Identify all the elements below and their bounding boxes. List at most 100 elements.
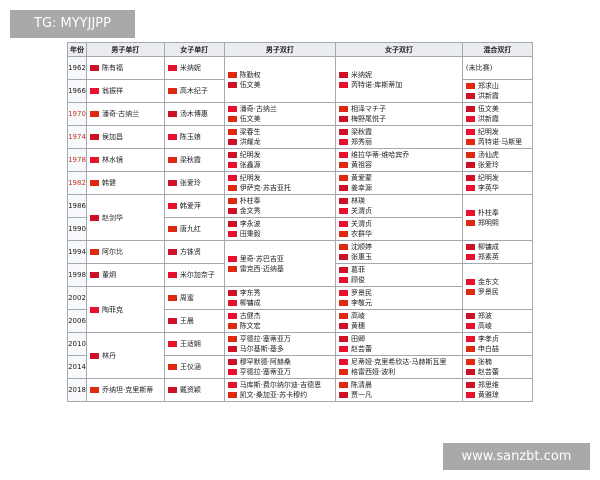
flag-icon: [227, 290, 237, 296]
table-row: 1966 翁振祥 高木纪子 郑求山 洪新霞: [67, 79, 534, 103]
table-row: 1978 林水镜 梁秋霞 纪明发 张鑫源 维拉华蒂·维哈宾乔 黄祖容 汤仙虎 张爱玲: [67, 148, 534, 172]
flag-icon: [227, 231, 237, 237]
player-line: 姜幸源: [339, 183, 459, 193]
player-name: 贾一凡: [351, 391, 373, 399]
flag-icon: [339, 162, 349, 168]
player-name: 侯加昌: [102, 133, 123, 141]
player-name: 陈玉娘: [179, 133, 201, 141]
name-cell: 潘奇·古纳兰: [86, 102, 165, 126]
player-name: 黄祖容: [351, 161, 373, 169]
flag-icon: [339, 129, 349, 135]
player-line: 纪明发: [227, 150, 332, 160]
name-cell: 王晨: [163, 309, 225, 333]
player-line: 田卿: [339, 334, 459, 344]
flag-icon: [339, 81, 349, 88]
player-line: 张楠: [465, 357, 529, 367]
flag-icon: [465, 336, 475, 342]
player-line: 翁振祥: [90, 86, 161, 96]
flag-icon: [90, 111, 99, 117]
name-cell: 陶菲克: [86, 286, 165, 333]
player-name: 农群华: [351, 230, 373, 238]
year-cell: 2006: [67, 309, 87, 333]
flag-icon: [167, 295, 177, 301]
player-name: 关渭贞: [351, 220, 373, 228]
player-name: 芮特诺·马斯里: [477, 138, 523, 146]
flag-icon: [465, 323, 475, 329]
player-line: 王仪涵: [167, 362, 221, 372]
name-cell: 田卿 赵芸蕾: [335, 332, 463, 356]
player-line: 里奇·苏巴吉亚: [227, 254, 332, 264]
player-name: 李敬元: [351, 299, 373, 307]
player-name: 韩爱萍: [179, 202, 201, 210]
player-line: 亨德拉·塞蒂亚万: [227, 334, 332, 344]
header-row: 年份 男子单打 女子单打 男子双打 女子双打 混合双打: [67, 42, 534, 57]
player-name: 纪明发: [477, 128, 499, 136]
player-name: 王仪涵: [179, 363, 201, 371]
player-name: 纪明发: [239, 174, 261, 182]
player-name: 汤木博惠: [179, 110, 208, 118]
name-cell: 林水镜: [86, 148, 165, 172]
name-cell: 方铢贤: [163, 240, 225, 264]
player-line: 洪耀龙: [227, 137, 332, 147]
flag-icon: [167, 318, 177, 324]
player-name: 梁秋霞: [351, 128, 373, 136]
flag-icon: [465, 346, 475, 352]
flag-icon: [227, 382, 237, 388]
name-cell: 陈勤权 伍文美: [223, 56, 337, 103]
player-name: 金东文: [477, 277, 499, 286]
year-cell: 1990: [67, 217, 87, 241]
player-line: 李永波: [227, 219, 332, 229]
player-line: 梁秋霞: [167, 155, 221, 165]
player-line: 穆罕默德·阿赫桑: [227, 357, 332, 367]
flag-icon: [465, 244, 475, 250]
player-name: 洪耀龙: [239, 138, 261, 146]
name-cell: 米纳妮 芮特诺·库斯蒂加: [335, 56, 463, 103]
name-cell: 林瑛 关渭贞: [335, 194, 463, 218]
flag-icon: [227, 346, 237, 352]
flag-icon: [339, 231, 349, 237]
table-row: 2018 乔纳坦·克里斯蒂 戴资颖 马库斯·费尔纳尔迪·吉德恩 凯文·桑加亚·苏卡穆约陈…: [67, 378, 534, 402]
player-name: 米纳妮: [351, 70, 373, 79]
player-name: 姜幸源: [351, 184, 373, 192]
flag-icon: [465, 162, 475, 168]
flag-icon: [339, 392, 349, 398]
player-line: 梅野尾悦子: [339, 114, 459, 124]
player-line: 林丹: [90, 351, 161, 361]
player-line: 凯文·桑加亚·苏卡穆约: [227, 390, 332, 400]
player-name: 田秉毅: [239, 230, 261, 238]
player-line: 陶菲克: [90, 305, 161, 315]
flag-icon: [339, 336, 349, 342]
player-name: 张鑫源: [239, 161, 261, 169]
name-cell: 周蜜: [163, 286, 225, 310]
player-name: 伍文美: [477, 105, 499, 113]
player-name: 雷克西·迈纳基: [239, 264, 284, 273]
player-line: 黄雅琼: [465, 390, 529, 400]
player-name: 柳镛成: [477, 243, 499, 251]
player-name: 纪明发: [239, 151, 261, 159]
player-line: 韩健: [90, 178, 161, 188]
player-name: 高崚: [477, 322, 492, 330]
flag-icon: [227, 175, 237, 181]
flag-icon: [465, 83, 475, 89]
year-cell: 2002: [67, 286, 87, 310]
player-line: 李敬元: [339, 298, 459, 308]
flag-icon: [227, 71, 237, 78]
flag-icon: [465, 152, 475, 158]
flag-icon: [339, 346, 349, 352]
player-name: 黄穗: [351, 322, 366, 330]
flag-icon: [465, 139, 475, 145]
player-line: 李孝贞: [465, 334, 529, 344]
player-line: 古健杰: [227, 311, 332, 321]
name-cell: 沈顺婷 张惠玉: [335, 240, 463, 264]
table-row: 2006 王晨 古健杰 陈文宏 高崚 黄穗 郑波 高崚: [67, 309, 534, 333]
player-line: 尼蒂娅·克里希欣达·马赫斯瓦里: [339, 357, 459, 367]
player-name: 赵剑华: [102, 213, 123, 222]
flag-icon: [339, 152, 349, 158]
player-name: 陈文宏: [239, 322, 261, 330]
player-name: 黄爱蒙: [351, 174, 373, 182]
table-row: 1982 韩健 张爱玲 纪明发 伊萨克·苏吉亚托 黄爱蒙 姜幸源 纪明发 李英华: [67, 171, 534, 195]
flag-icon: [339, 208, 349, 214]
flag-icon: [227, 106, 237, 112]
flag-icon: [90, 134, 99, 140]
flag-icon: [339, 244, 349, 250]
